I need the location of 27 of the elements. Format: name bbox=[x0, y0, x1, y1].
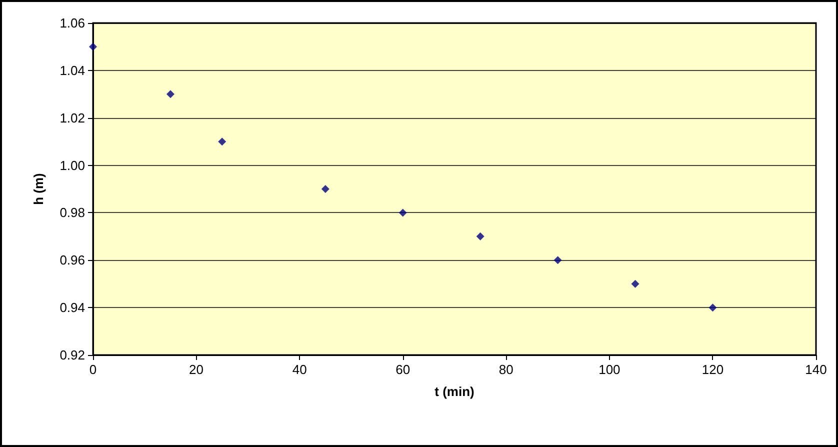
y-tick-label: 1.00 bbox=[60, 158, 85, 173]
y-tick-label: 1.02 bbox=[60, 110, 85, 126]
x-tick-label: 140 bbox=[805, 362, 827, 377]
x-tick-label: 20 bbox=[189, 362, 204, 377]
y-tick-label: 0.92 bbox=[60, 348, 85, 362]
point bbox=[166, 90, 174, 98]
x-axis-title: t (min) bbox=[434, 384, 474, 399]
y-tick-label: 1.04 bbox=[60, 62, 85, 78]
point bbox=[476, 232, 484, 240]
x-tick-label: 0 bbox=[89, 362, 97, 377]
y-axis-title: h (m) bbox=[31, 173, 46, 205]
x-tick-label: 60 bbox=[396, 362, 410, 377]
point bbox=[554, 256, 562, 264]
point bbox=[89, 42, 97, 51]
point bbox=[708, 304, 717, 312]
point bbox=[631, 280, 640, 288]
x-tick-label: 120 bbox=[702, 362, 724, 377]
x-tick-label: 80 bbox=[498, 362, 514, 377]
y-tick-label: 0.94 bbox=[60, 300, 85, 316]
point bbox=[321, 185, 330, 193]
y-tick-label: 1.06 bbox=[60, 16, 85, 30]
point bbox=[218, 138, 226, 146]
x-tick-label: 40 bbox=[292, 362, 307, 377]
x-tick-label: 100 bbox=[598, 362, 620, 377]
y-tick-label: 0.96 bbox=[60, 252, 85, 268]
point bbox=[398, 208, 407, 217]
y-tick-label: 0.98 bbox=[60, 205, 85, 220]
